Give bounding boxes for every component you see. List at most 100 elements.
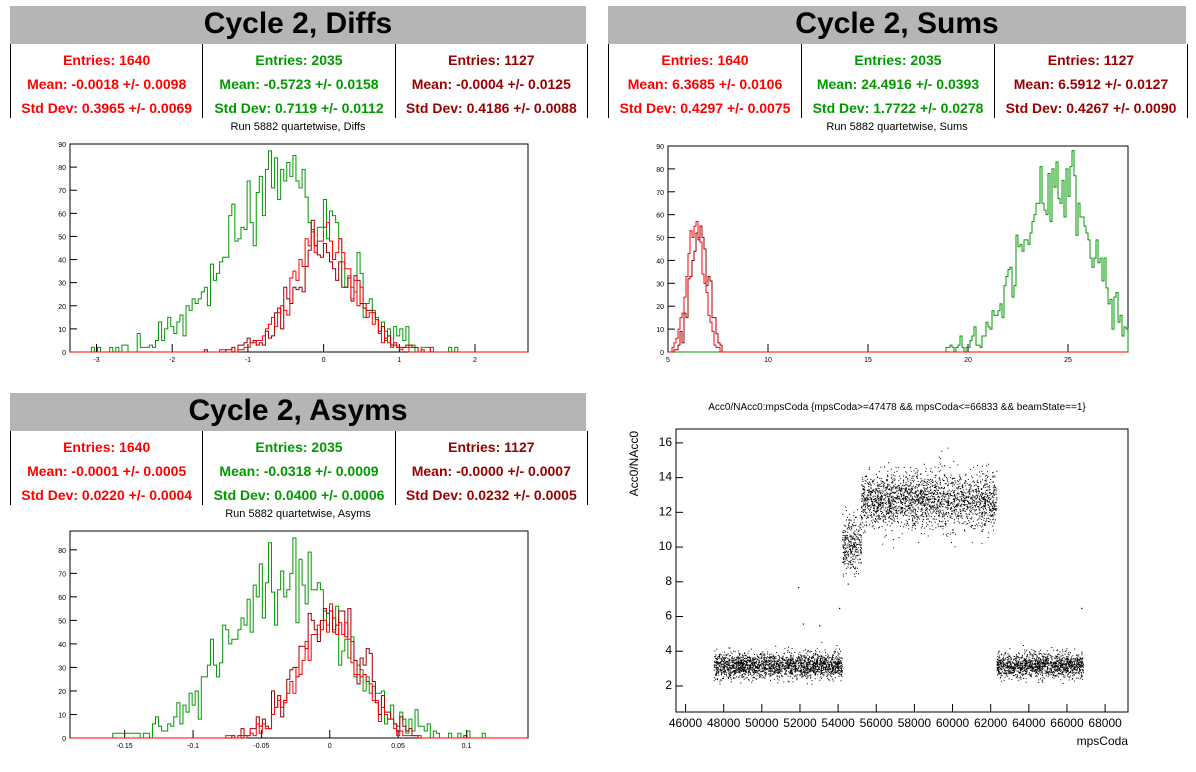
y-tick-label: 90 (656, 144, 664, 151)
sums-histogram: 0 10 20 30 40 50 60 70 80 90 5 10 15 20 25 (656, 144, 1129, 364)
scatter-cloud (713, 447, 1084, 685)
x-tick-label: 0 (322, 357, 326, 364)
histogram-series-red (70, 603, 528, 739)
x-tick-label: 15 (864, 357, 872, 364)
stats-box-red: Entries: 1640 Mean: 6.3685 +/- 0.0106 St… (609, 44, 802, 118)
stats-box-red: Entries: 1640 Mean: -0.0001 +/- 0.0005 S… (11, 431, 204, 505)
entries-text: Entries: 1127 (448, 439, 535, 455)
asyms-stats: Entries: 1640 Mean: -0.0001 +/- 0.0005 S… (10, 431, 588, 505)
x-tick-label: 0.05 (391, 743, 405, 750)
y-tick-label: 10 (659, 539, 673, 553)
y-tick-label: 30 (656, 281, 664, 288)
y-tick-label: 6 (665, 609, 672, 623)
entries-text: Entries: 1640 (661, 52, 749, 68)
scatter-outlier (1081, 607, 1083, 610)
stats-box-darkred: Entries: 1127 Mean: 6.5912 +/- 0.0127 St… (995, 44, 1187, 118)
scatter-outlier (819, 625, 821, 627)
x-tick-label: 46000 (669, 716, 703, 730)
y-tick-label: 90 (58, 142, 66, 149)
x-tick-label: 0 (328, 743, 332, 750)
y-tick-label: 40 (58, 642, 66, 649)
x-tick-label: 25 (1064, 357, 1072, 364)
std-text: Std Dev: 1.7722 +/- 0.0278 (812, 100, 984, 116)
y-tick-label: 0 (660, 350, 664, 357)
scatter-outlier (847, 583, 849, 585)
scatter-outlier (802, 623, 805, 625)
plot-frame (667, 145, 1129, 353)
x-tick-label: 58000 (898, 716, 932, 730)
y-tick-label: 80 (656, 167, 664, 174)
mean-text: Mean: 6.3685 +/- 0.0106 (627, 76, 783, 92)
std-text: Std Dev: 0.4186 +/- 0.0088 (405, 100, 577, 116)
mean-text: Mean: -0.5723 +/- 0.0158 (219, 76, 379, 92)
x-tick-label: -0.15 (117, 743, 133, 750)
entries-text: Entries: 2035 (255, 439, 343, 455)
std-text: Std Dev: 0.7119 +/- 0.0112 (214, 100, 384, 116)
asyms-subtitle: Run 5882 quartetwise, Asyms (225, 508, 371, 520)
diffs-stats: Entries: 1640 Mean: -0.0018 +/- 0.0098 S… (10, 44, 588, 118)
x-tick-label: 60000 (936, 716, 970, 730)
entries-text: Entries: 1640 (63, 439, 151, 455)
std-text: Std Dev: 0.0400 +/- 0.0006 (213, 487, 385, 503)
plot-frame (675, 428, 1129, 713)
y-tick-label: 70 (58, 571, 66, 578)
y-tick-label: 80 (58, 548, 66, 555)
histogram-series-darkred (668, 225, 1128, 353)
mean-text: Mean: -0.0318 +/- 0.0009 (219, 463, 379, 479)
std-text: Std Dev: 0.0232 +/- 0.0005 (405, 487, 577, 503)
y-tick-label: 10 (58, 327, 66, 334)
mean-text: Mean: -0.0004 +/- 0.0125 (411, 76, 571, 92)
x-tick-label: 5 (666, 357, 670, 364)
y-tick-label: 4 (665, 643, 672, 657)
y-tick-label: 10 (58, 712, 66, 719)
x-tick-label: 68000 (1088, 716, 1122, 730)
y-tick-label: 12 (659, 504, 673, 518)
x-tick-label: -0.05 (253, 743, 269, 750)
y-tick-label: 0 (62, 350, 66, 357)
stats-box-green: Entries: 2035 Mean: -0.5723 +/- 0.0158 S… (203, 44, 396, 118)
y-tick-label: 10 (656, 327, 664, 334)
stats-box-green: Entries: 2035 Mean: -0.0318 +/- 0.0009 S… (203, 431, 396, 505)
histogram-series-green (70, 150, 528, 353)
x-tick-label: 48000 (707, 716, 741, 730)
y-tick-label: 50 (58, 234, 66, 241)
plot-frame (69, 143, 529, 353)
std-text: Std Dev: 0.4267 +/- 0.0090 (1005, 100, 1177, 116)
diffs-title: Cycle 2, Diffs (10, 6, 586, 44)
y-tick-label: 40 (58, 258, 66, 265)
x-tick-label: 64000 (1012, 716, 1046, 730)
sums-title: Cycle 2, Sums (608, 6, 1186, 44)
entries-text: Entries: 1127 (448, 52, 535, 68)
mean-text: Mean: -0.0018 +/- 0.0098 (27, 76, 187, 92)
asyms-histogram: 0 10 20 30 40 50 60 70 80 -0.15 -0.1 -0.05 0 0.05 0.1 (58, 530, 529, 750)
y-tick-label: 60 (58, 211, 66, 218)
y-tick-label: 8 (665, 574, 672, 588)
scatter-outlier (798, 586, 800, 589)
x-tick-label: -2 (169, 357, 175, 364)
y-tick-label: 20 (656, 304, 664, 311)
x-tick-label: 66000 (1050, 716, 1084, 730)
std-text: Std Dev: 0.0220 +/- 0.0004 (21, 487, 193, 503)
x-tick-label: 54000 (821, 716, 855, 730)
sums-stats: Entries: 1640 Mean: 6.3685 +/- 0.0106 St… (608, 44, 1188, 118)
x-tick-label: -0.1 (187, 743, 199, 750)
x-tick-label: 56000 (860, 716, 894, 730)
y-tick-label: 16 (659, 435, 673, 449)
histogram-series-green (668, 150, 1129, 353)
y-axis-label: Acc0/NAcc0 (627, 431, 641, 497)
y-tick-label: 40 (656, 258, 664, 265)
mean-text: Mean: 6.5912 +/- 0.0127 (1013, 76, 1169, 92)
x-tick-label: 0.1 (462, 743, 472, 750)
y-tick-label: 0 (62, 736, 66, 743)
y-tick-label: 50 (656, 236, 664, 243)
y-tick-label: 70 (656, 190, 664, 197)
y-tick-label: 20 (58, 304, 66, 311)
y-tick-label: 70 (58, 188, 66, 195)
std-text: Std Dev: 0.4297 +/- 0.0075 (619, 100, 791, 116)
x-tick-label: 2 (473, 357, 477, 364)
x-tick-label: -1 (245, 357, 251, 364)
x-tick-label: -3 (93, 357, 99, 364)
entries-text: Entries: 1640 (63, 52, 151, 68)
stats-box-green: Entries: 2035 Mean: 24.4916 +/- 0.0393 S… (802, 44, 995, 118)
histogram-series-red (70, 222, 528, 353)
